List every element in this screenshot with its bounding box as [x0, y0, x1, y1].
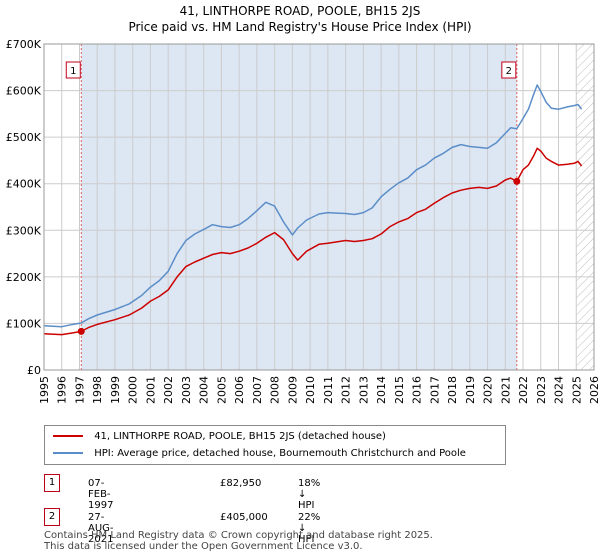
x-tick-label: 1998 — [91, 376, 104, 404]
ownership-shade — [81, 44, 517, 370]
footer-line2: This data is licensed under the Open Gov… — [44, 541, 363, 552]
y-tick-label: £600K — [6, 85, 42, 98]
sale-date: 27-AUG-2021 — [88, 512, 114, 545]
price-chart: 1 2 £0 £100K £200K £300K £400K £500K £600K £700K 1… — [6, 38, 600, 404]
sale-point — [77, 327, 85, 335]
x-tick-label: 2006 — [233, 376, 246, 404]
x-tick-label: 2026 — [588, 376, 600, 404]
x-tick-label: 2008 — [269, 376, 282, 404]
x-tick-label: 2014 — [375, 376, 388, 404]
x-tick-label: 2016 — [411, 376, 424, 404]
x-tick-label: 1996 — [56, 376, 69, 404]
property-series-line — [43, 147, 583, 336]
x-tick-label: 2007 — [251, 376, 264, 404]
x-tick-label: 2010 — [304, 376, 317, 404]
sale-marker: 2 — [44, 508, 60, 526]
legend-label-hpi: HPI: Average price, detached house, Bour… — [94, 448, 466, 459]
x-tick-label: 2018 — [446, 376, 459, 404]
x-tick-label: 2020 — [482, 376, 495, 404]
footer: Contains HM Land Registry data © Crown c… — [44, 530, 433, 552]
sale-label-text: 1 — [70, 66, 76, 77]
x-tick-label: 2003 — [180, 376, 193, 404]
x-tick-label: 2021 — [499, 376, 512, 404]
legend-line-hpi — [53, 452, 83, 454]
sale-label-box — [65, 61, 81, 79]
chart-title-line1: 41, LINTHORPE ROAD, POOLE, BH15 2JS — [179, 4, 421, 18]
x-tick-label: 1997 — [73, 376, 86, 404]
x-tick-label: 2011 — [322, 376, 335, 404]
x-tick-label: 2017 — [428, 376, 441, 404]
x-tick-label: 2019 — [464, 376, 477, 404]
x-tick-label: 2022 — [517, 376, 530, 404]
x-tick-label: 1995 — [38, 376, 51, 404]
legend-item-property: 41, LINTHORPE ROAD, POOLE, BH15 2JS (det… — [53, 430, 386, 444]
x-tick-label: 2002 — [162, 376, 175, 404]
x-tick-label: 2001 — [144, 376, 157, 404]
x-tick-label: 2025 — [570, 376, 583, 404]
x-tick-label: 2004 — [198, 376, 211, 404]
sale-label-text: 2 — [506, 66, 512, 77]
chart-title-line2: Price paid vs. HM Land Registry's House … — [128, 20, 472, 34]
sale-date: 07-FEB-1997 — [88, 478, 114, 511]
sale-label-box — [501, 61, 517, 79]
x-tick-label: 2009 — [286, 376, 299, 404]
hpi-series-line — [43, 84, 583, 328]
y-tick-label: £0 — [27, 364, 41, 377]
y-tick-label: £500K — [6, 131, 42, 144]
plot-frame — [43, 43, 595, 371]
legend-item-hpi: HPI: Average price, detached house, Bour… — [53, 447, 466, 461]
footer-line1: Contains HM Land Registry data © Crown c… — [44, 530, 433, 541]
y-tick-label: £100K — [6, 317, 42, 330]
sale-price: £82,950 — [220, 478, 262, 489]
y-tick-label: £200K — [6, 271, 42, 284]
y-tick-label: £300K — [6, 224, 42, 237]
x-tick-label: 2005 — [215, 376, 228, 404]
x-tick-label: 2013 — [357, 376, 370, 404]
sale-point — [513, 177, 521, 185]
x-tick-label: 2023 — [535, 376, 548, 404]
sale-hpi-diff: 18% ↓ HPI — [298, 478, 321, 511]
legend-label-property: 41, LINTHORPE ROAD, POOLE, BH15 2JS (det… — [94, 431, 386, 442]
sale-price: £405,000 — [220, 512, 268, 523]
sale-marker: 1 — [44, 474, 60, 492]
legend: 41, LINTHORPE ROAD, POOLE, BH15 2JS (det… — [44, 425, 506, 465]
legend-line-property — [53, 435, 83, 437]
future-hatch — [576, 44, 594, 370]
sale-hpi-diff: 22% ↓ HPI — [298, 512, 321, 545]
x-tick-label: 2015 — [393, 376, 406, 404]
y-tick-label: £700K — [6, 38, 42, 51]
x-tick-label: 2000 — [127, 376, 140, 404]
x-tick-label: 2012 — [340, 376, 353, 404]
y-tick-label: £400K — [6, 178, 42, 191]
x-tick-label: 2024 — [553, 376, 566, 404]
x-tick-label: 1999 — [109, 376, 122, 404]
